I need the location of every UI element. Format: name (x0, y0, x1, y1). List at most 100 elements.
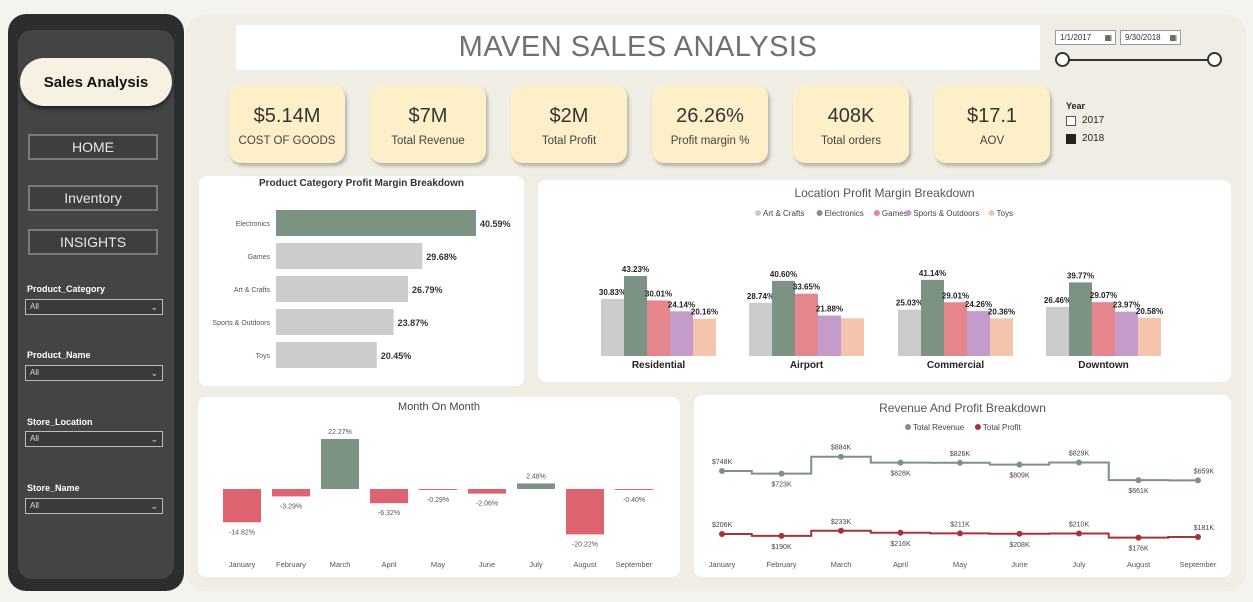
data-point[interactable] (1195, 534, 1201, 540)
location-bar[interactable] (967, 311, 990, 356)
location-bar[interactable] (818, 315, 841, 356)
start-date-input[interactable]: 1/1/2017 ▦ (1055, 30, 1116, 45)
data-point[interactable] (719, 468, 725, 474)
data-point[interactable] (1076, 459, 1082, 466)
location-bar[interactable] (693, 318, 716, 356)
store-name-value: All (30, 501, 39, 510)
legend-label[interactable]: Total Revenue (913, 423, 965, 432)
data-point[interactable] (778, 532, 785, 539)
location-bar[interactable] (944, 302, 967, 356)
nav-inventory-button[interactable]: Inventory (28, 185, 158, 211)
product-category-dropdown[interactable]: All ⌄ (25, 299, 163, 315)
month-bar[interactable] (321, 439, 359, 489)
year-option-2017[interactable]: 2017 (1066, 115, 1104, 126)
year-option-label: 2017 (1082, 115, 1105, 126)
data-label: 24.26% (965, 300, 992, 309)
month-bar[interactable] (272, 489, 310, 497)
data-point[interactable] (897, 529, 904, 536)
legend-label[interactable]: Art & Crafts (763, 209, 804, 218)
year-option-2018[interactable]: 2018 (1066, 133, 1104, 144)
category-bar[interactable] (276, 210, 476, 236)
checkbox-2017[interactable] (1066, 115, 1076, 126)
location-bar[interactable] (898, 309, 921, 356)
month-bar[interactable] (517, 483, 555, 489)
legend-label[interactable]: Electronics (825, 209, 864, 218)
data-point[interactable] (957, 530, 963, 537)
location-bar[interactable] (772, 280, 795, 356)
location-chart: Art & Crafts Electronics Games Sports & Out… (599, 209, 1163, 371)
legend-label[interactable]: Games (882, 209, 908, 218)
category-tick-label: Commercial (927, 360, 984, 371)
data-point[interactable] (897, 459, 904, 466)
data-label: -0.40% (623, 497, 645, 504)
data-point[interactable] (778, 470, 785, 477)
location-bar[interactable] (1092, 302, 1115, 356)
data-label: $828K (890, 471, 911, 478)
month-bar[interactable] (566, 489, 604, 535)
data-point[interactable] (1016, 530, 1023, 537)
data-point[interactable] (1076, 530, 1082, 537)
location-bar[interactable] (795, 293, 818, 356)
data-point[interactable] (719, 531, 725, 537)
chevron-down-icon: ⌄ (150, 501, 158, 511)
data-point[interactable] (1016, 461, 1023, 468)
category-bar[interactable] (276, 309, 394, 335)
chart-title: Product Category Profit Margin Breakdown (258, 178, 465, 189)
data-label: 20.16% (691, 308, 718, 317)
data-label: $216K (890, 541, 911, 548)
location-bar[interactable] (749, 302, 772, 356)
location-bar[interactable] (1069, 282, 1092, 356)
month-tick-label: September (1180, 560, 1217, 569)
category-tick-label: Downtown (1078, 360, 1129, 371)
data-point[interactable] (838, 527, 844, 534)
month-bar[interactable] (223, 489, 261, 523)
location-bar[interactable] (1115, 311, 1138, 356)
location-bar[interactable] (1138, 317, 1161, 356)
category-bar[interactable] (276, 342, 377, 368)
data-point[interactable] (1135, 534, 1142, 541)
month-tick-label: March (330, 560, 351, 569)
legend-label[interactable]: Toys (997, 209, 1013, 218)
data-point[interactable] (1195, 477, 1201, 484)
end-date-input[interactable]: 9/30/2018 ▦ (1120, 30, 1181, 45)
date-slider-start-handle[interactable] (1055, 52, 1070, 67)
location-bar[interactable] (601, 298, 624, 356)
location-bar[interactable] (921, 279, 944, 356)
product-name-value: All (30, 368, 39, 377)
month-tick-label: January (229, 560, 256, 569)
date-slider-track[interactable] (1062, 59, 1214, 61)
store-name-dropdown[interactable]: All ⌄ (25, 498, 163, 514)
month-bar[interactable] (419, 489, 457, 490)
month-bar[interactable] (468, 489, 506, 494)
location-bar[interactable] (1046, 307, 1069, 356)
data-point[interactable] (838, 453, 844, 460)
checkbox-2018[interactable] (1066, 133, 1076, 144)
legend-label[interactable]: Sports & Outdoors (913, 209, 979, 218)
nav-home-button[interactable]: HOME (28, 134, 158, 160)
location-bar[interactable] (990, 318, 1013, 356)
product-name-dropdown[interactable]: All ⌄ (25, 365, 163, 381)
location-bar[interactable] (841, 318, 864, 356)
category-bar[interactable] (276, 243, 423, 269)
nav-insights-button[interactable]: INSIGHTS (28, 229, 158, 255)
data-point[interactable] (957, 459, 963, 466)
kpi-value: $5.14M (253, 105, 321, 127)
legend-label[interactable]: Total Profit (983, 423, 1022, 432)
month-bar[interactable] (615, 489, 653, 490)
store-location-dropdown[interactable]: All ⌄ (25, 431, 163, 447)
location-bar[interactable] (647, 300, 670, 356)
location-bar[interactable] (624, 276, 647, 356)
data-label: 29.07% (1090, 291, 1117, 300)
filter-label-product-category: Product_Category (27, 284, 106, 294)
kpi-label: Profit margin % (670, 135, 750, 147)
data-label: 28.74% (747, 292, 774, 301)
month-bar[interactable] (370, 489, 408, 504)
data-label: $206K (712, 522, 733, 529)
category-bar[interactable] (276, 276, 409, 302)
data-point[interactable] (1135, 477, 1142, 484)
date-slider-end-handle[interactable] (1207, 52, 1222, 67)
location-bar[interactable] (670, 311, 693, 356)
kpi-label: COST OF GOODS (238, 135, 336, 147)
data-label: -20.22% (572, 541, 598, 548)
